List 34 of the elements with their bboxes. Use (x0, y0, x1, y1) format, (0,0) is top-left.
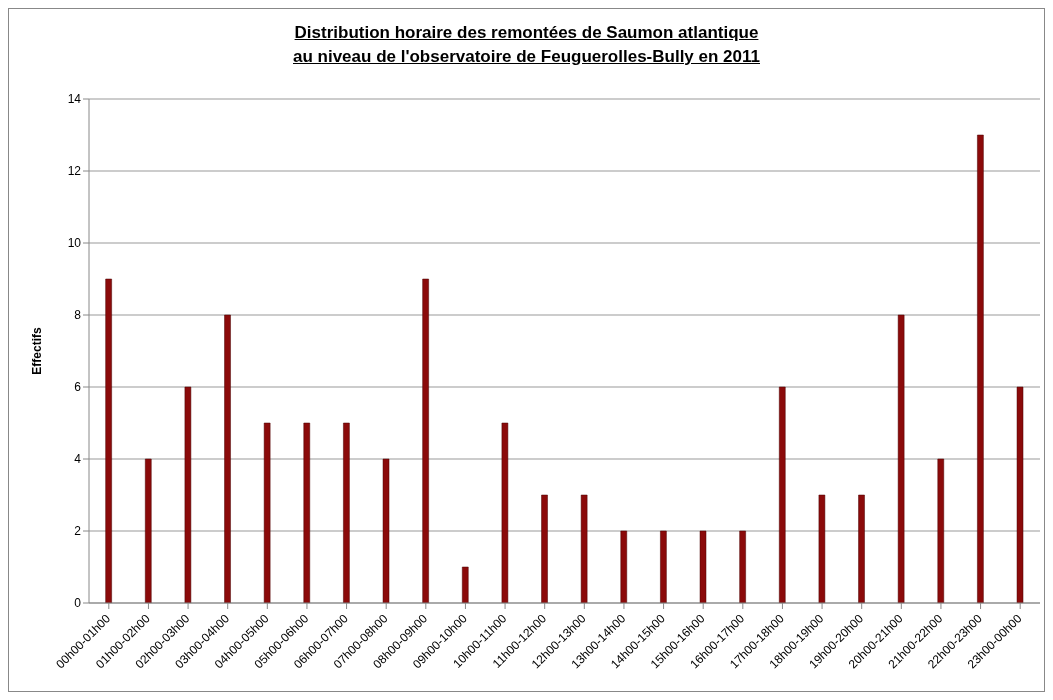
y-tick-label: 14 (67, 92, 82, 107)
bar (660, 530, 667, 603)
y-tick-label: 0 (74, 596, 82, 611)
bar (224, 314, 231, 603)
bar (739, 530, 746, 603)
y-tick-label: 2 (74, 524, 82, 539)
bar (858, 494, 865, 603)
bar (303, 422, 311, 603)
bar (422, 278, 429, 603)
bar (897, 314, 905, 603)
y-tick-label: 6 (74, 380, 82, 395)
y-tick-label: 4 (74, 452, 82, 467)
bar (699, 530, 707, 603)
bar (501, 422, 509, 603)
y-tick-label: 8 (74, 308, 82, 323)
bar (779, 386, 786, 603)
bar (977, 134, 984, 603)
bar (541, 494, 548, 603)
bar (184, 386, 192, 603)
bar (382, 458, 390, 603)
y-tick-label: 12 (67, 164, 82, 179)
bar (105, 278, 112, 603)
chart-title: Distribution horaire des remontées de Saumon atlantique au niveau de l'observatoire de Feuguerolles-Bully en 2011 (292, 22, 761, 68)
y-tick-label: 10 (67, 236, 82, 251)
bar (1016, 386, 1024, 603)
bar (263, 422, 271, 603)
bar (343, 422, 350, 603)
bar (620, 530, 628, 603)
bar (145, 458, 152, 603)
bar (937, 458, 945, 603)
y-axis-title: Effectifs (30, 327, 45, 375)
bar (818, 494, 826, 603)
bar (580, 494, 588, 603)
bar (462, 566, 469, 603)
